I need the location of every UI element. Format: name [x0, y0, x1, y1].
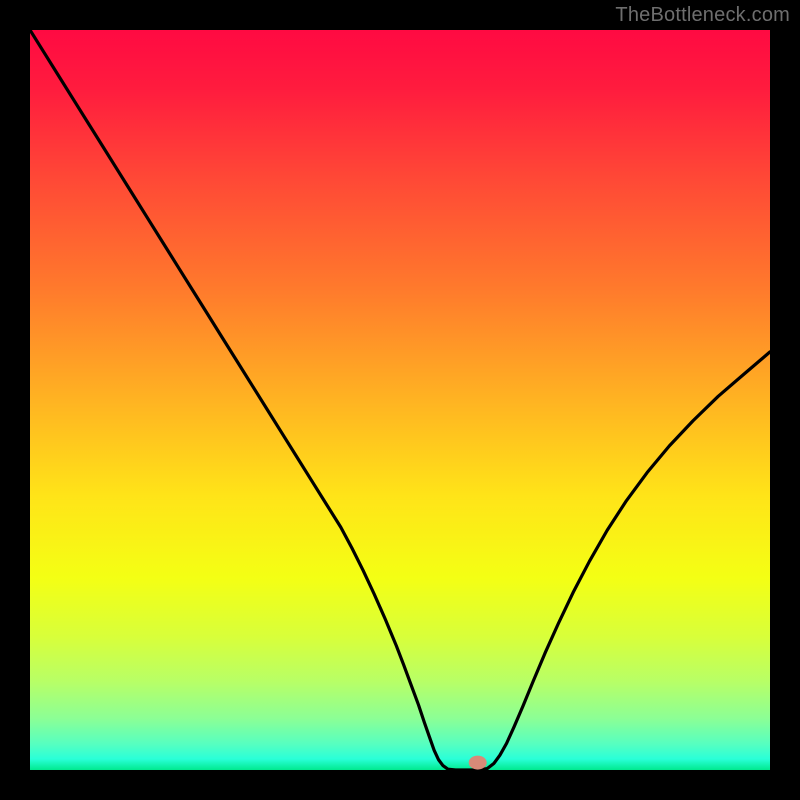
optimum-marker — [469, 756, 487, 770]
bottleneck-chart — [0, 0, 800, 800]
chart-stage: TheBottleneck.com — [0, 0, 800, 800]
plot-area — [30, 30, 770, 770]
watermark-label: TheBottleneck.com — [615, 4, 790, 27]
